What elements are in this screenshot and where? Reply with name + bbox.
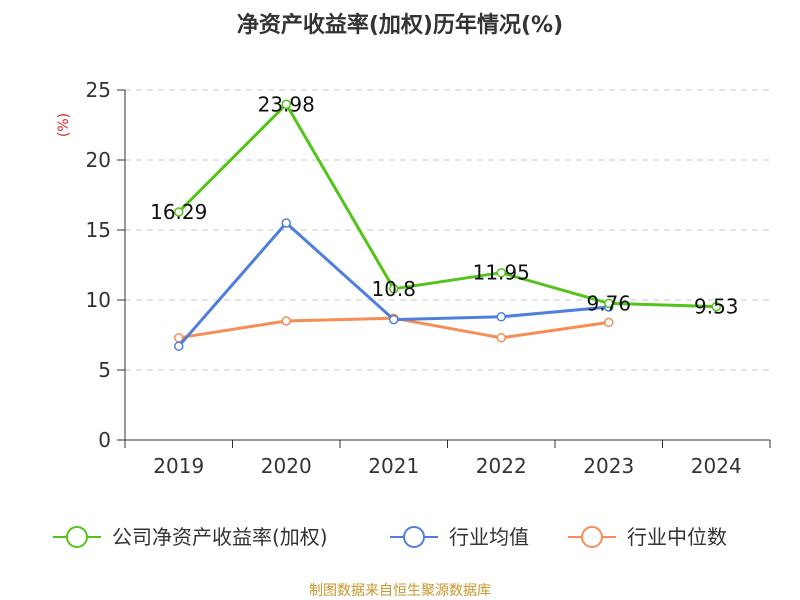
- legend-marker-2: [581, 526, 603, 548]
- data-point-0: [604, 298, 614, 309]
- x-tick-label: 2019: [153, 454, 204, 478]
- legend: 公司净资产收益率(加权) 行业均值 行业中位数: [53, 525, 727, 549]
- series-lines: [174, 99, 721, 351]
- legend-label-0: 公司净资产收益率(加权): [112, 525, 328, 549]
- axes: 0 5 10 15 20 25 2019 2020 2021 2022 2023 2024: [86, 78, 771, 478]
- y-tick-label: 15: [86, 218, 111, 242]
- x-tick-label: 2024: [691, 454, 742, 478]
- data-point-1: [496, 312, 506, 322]
- series-line-0: [177, 102, 717, 309]
- grid-lines: [125, 89, 770, 371]
- legend-label-1: 行业均值: [449, 525, 529, 549]
- data-label: 10.8: [371, 277, 416, 301]
- y-tick-label: 5: [98, 358, 111, 382]
- data-point-2: [604, 317, 614, 328]
- x-tick-label: 2022: [476, 454, 527, 478]
- data-label: 11.95: [473, 261, 530, 285]
- x-tick-label: 2023: [583, 454, 634, 478]
- data-point-0: [174, 207, 184, 217]
- data-point-2: [174, 333, 184, 343]
- y-tick-label: 0: [98, 428, 111, 452]
- data-point-1: [174, 341, 184, 351]
- data-labels: 16.29 23.98 10.8 11.95 9.76 9.53: [150, 92, 738, 318]
- y-tick-label: 10: [86, 288, 111, 312]
- y-axis-unit: (%): [56, 113, 72, 137]
- data-point-0: [281, 99, 291, 110]
- x-tick-label: 2020: [261, 454, 312, 478]
- data-point-0: [496, 267, 506, 278]
- data-point-1: [389, 314, 399, 325]
- data-label: 9.53: [694, 295, 739, 319]
- data-label: 16.29: [150, 200, 207, 224]
- source-note: 制图数据来自恒生聚源数据库: [309, 583, 491, 599]
- data-label: 9.76: [586, 291, 631, 315]
- data-label: 23.98: [258, 92, 315, 116]
- data-point-0: [389, 284, 399, 294]
- data-point-2: [496, 333, 506, 343]
- data-point-1: [281, 218, 291, 228]
- x-tick-label: 2021: [368, 454, 419, 478]
- data-point-0: [711, 301, 721, 312]
- y-tick-label: 25: [86, 78, 111, 102]
- data-point-2: [281, 316, 291, 326]
- y-tick-label: 20: [86, 148, 111, 172]
- legend-label-2: 行业中位数: [627, 525, 727, 549]
- legend-marker-0: [66, 526, 88, 548]
- legend-marker-1: [403, 526, 425, 548]
- chart-title: 净资产收益率(加权)历年情况(%): [237, 12, 563, 38]
